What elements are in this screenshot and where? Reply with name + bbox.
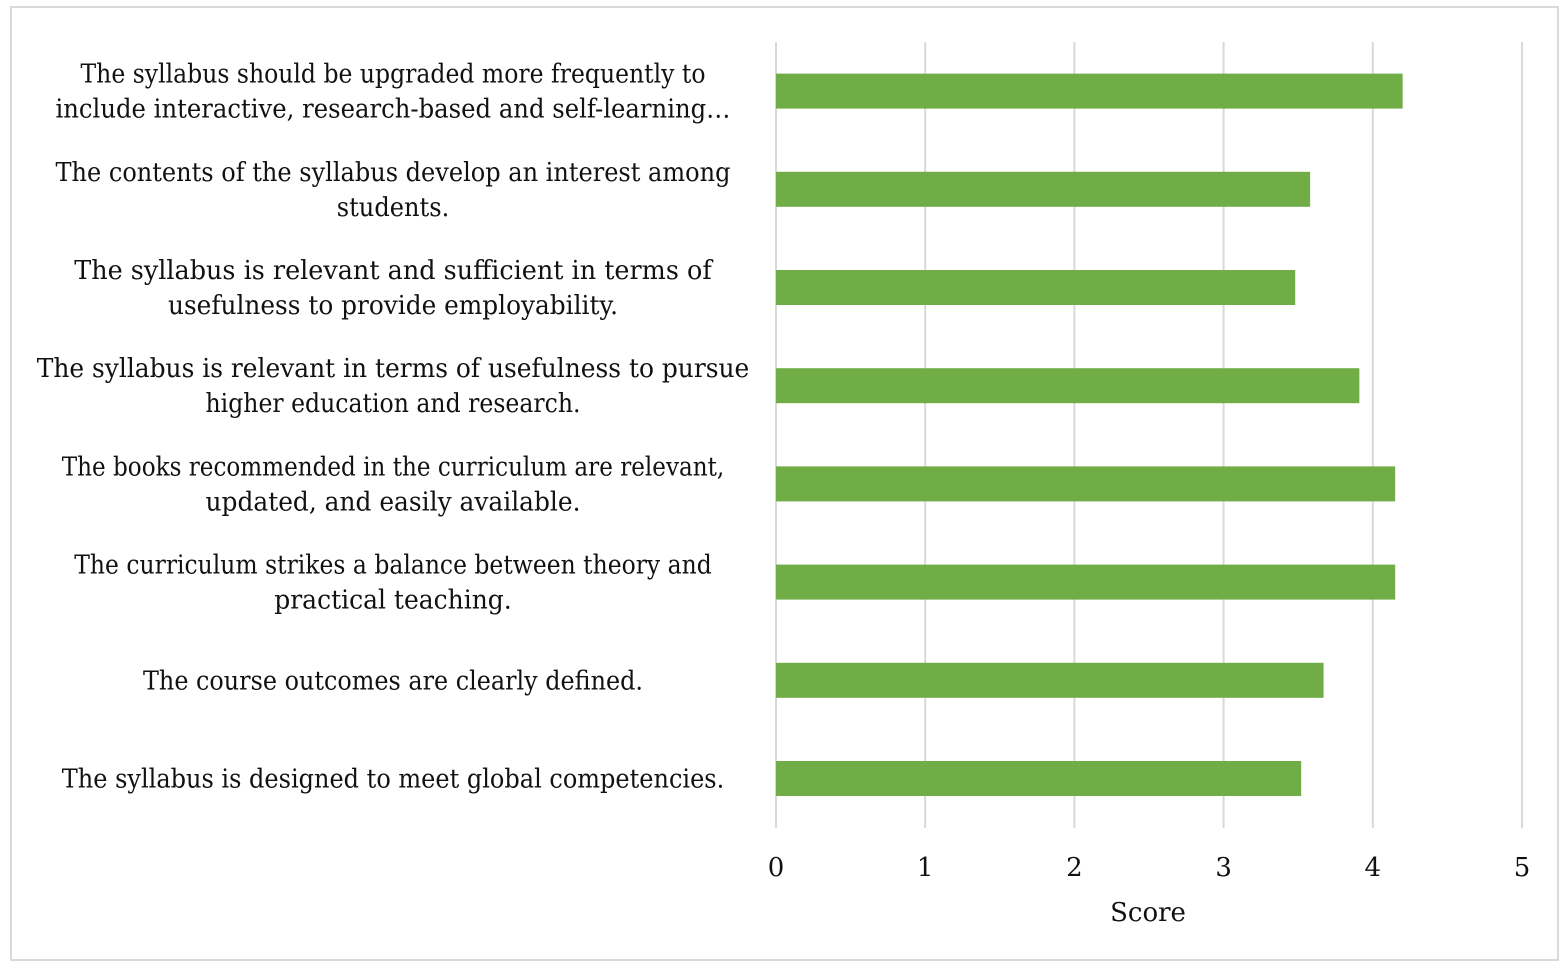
bar-layer: [776, 73, 1403, 796]
x-tick-labels: 0 1 2 3 4 5: [768, 853, 1531, 883]
category-label: students.: [337, 193, 450, 223]
x-tick-label: 3: [1215, 853, 1232, 883]
x-tick-label: 0: [768, 853, 785, 883]
x-axis-title: Score: [1110, 898, 1186, 928]
bar: [776, 73, 1403, 109]
bar: [776, 662, 1324, 698]
category-label: include interactive, research-based and …: [56, 95, 731, 125]
category-label: higher education and research.: [206, 389, 581, 419]
category-labels: The syllabus should be upgraded more fre…: [37, 60, 750, 795]
category-label: practical teaching.: [274, 586, 512, 616]
category-label: The curriculum strikes a balance between…: [74, 551, 712, 581]
category-label: usefulness to provide employability.: [168, 291, 618, 321]
bar: [776, 171, 1311, 207]
category-label: The books recommended in the curriculum …: [62, 452, 725, 482]
x-tick-label: 5: [1514, 853, 1531, 883]
category-label: The course outcomes are clearly defined.: [143, 666, 643, 696]
category-label: The syllabus is designed to meet global …: [62, 765, 725, 795]
grid-layer: [775, 42, 1523, 828]
category-label: updated, and easily available.: [206, 487, 581, 517]
x-tick-label: 1: [917, 853, 934, 883]
bar: [776, 761, 1302, 796]
bar: [776, 368, 1360, 404]
category-label: The syllabus should be upgraded more fre…: [81, 60, 706, 90]
bar: [776, 270, 1296, 305]
bar: [776, 466, 1396, 502]
bar: [776, 564, 1396, 600]
x-tick-label: 4: [1365, 853, 1382, 883]
category-label: The contents of the syllabus develop an …: [56, 158, 731, 188]
category-label: The syllabus is relevant and sufficient …: [74, 256, 714, 286]
x-tick-label: 2: [1066, 853, 1083, 883]
category-label: The syllabus is relevant in terms of use…: [37, 354, 750, 384]
